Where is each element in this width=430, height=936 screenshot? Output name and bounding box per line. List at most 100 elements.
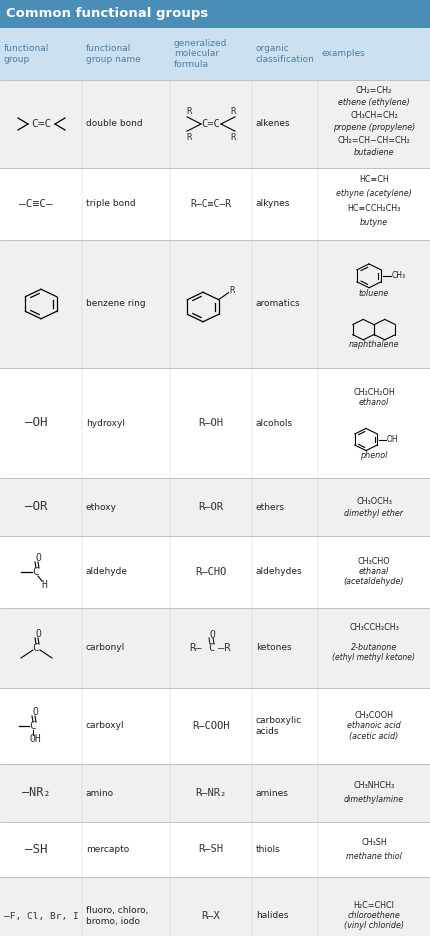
- Text: CH₃: CH₃: [392, 271, 406, 281]
- Bar: [0, 822, 430, 877]
- Text: toluene: toluene: [359, 289, 389, 299]
- Bar: [0, 0, 430, 28]
- Bar: [0, 368, 430, 478]
- Text: OH: OH: [387, 435, 399, 444]
- Text: CH₂=CH₂: CH₂=CH₂: [356, 85, 392, 95]
- Bar: [0, 80, 430, 168]
- Text: carbonyl: carbonyl: [86, 644, 125, 652]
- Text: CH₃CHO: CH₃CHO: [358, 558, 390, 566]
- Text: ethene (ethylene): ethene (ethylene): [338, 98, 410, 107]
- Text: C: C: [30, 721, 37, 731]
- Text: fluoro, chloro,
bromo, iodo: fluoro, chloro, bromo, iodo: [86, 906, 148, 926]
- Text: CH₃NHCH₃: CH₃NHCH₃: [353, 782, 395, 791]
- Text: benzene ring: benzene ring: [86, 300, 146, 309]
- Text: CH₃COOH: CH₃COOH: [354, 711, 393, 721]
- Text: R—SH: R—SH: [199, 844, 224, 855]
- Text: R—COOH: R—COOH: [192, 721, 230, 731]
- Text: CH₃OCH₃: CH₃OCH₃: [356, 496, 392, 505]
- Text: ethoxy: ethoxy: [86, 503, 117, 511]
- Text: R: R: [231, 133, 236, 141]
- Bar: [0, 240, 430, 368]
- Text: H: H: [41, 580, 47, 590]
- Bar: [0, 764, 430, 822]
- Text: CH₂=CH−CH=CH₂: CH₂=CH−CH=CH₂: [338, 136, 410, 145]
- Bar: [0, 608, 430, 688]
- Text: ethers: ethers: [256, 503, 285, 511]
- Text: HC≡CCH₂CH₃: HC≡CCH₂CH₃: [347, 204, 401, 212]
- Text: ketones: ketones: [256, 644, 292, 652]
- Text: functional
group name: functional group name: [86, 44, 141, 64]
- Text: mercapto: mercapto: [86, 845, 129, 854]
- Text: O: O: [32, 707, 38, 717]
- Bar: [0, 478, 430, 536]
- Text: ethanal: ethanal: [359, 567, 389, 577]
- Text: amino: amino: [86, 788, 114, 797]
- Text: dimethylamine: dimethylamine: [344, 796, 404, 805]
- Text: CH₃CH=CH₂: CH₃CH=CH₂: [350, 110, 398, 120]
- Text: CH₃CCH₂CH₃: CH₃CCH₂CH₃: [349, 623, 399, 633]
- Bar: [0, 688, 430, 764]
- Text: R: R: [231, 107, 236, 115]
- Text: alcohols: alcohols: [256, 418, 293, 428]
- Text: examples: examples: [322, 50, 366, 58]
- Text: ethanol: ethanol: [359, 398, 389, 407]
- Text: ethyne (acetylene): ethyne (acetylene): [336, 189, 412, 198]
- Text: C=C: C=C: [31, 119, 51, 129]
- Text: propene (propylene): propene (propylene): [333, 124, 415, 132]
- Text: —R: —R: [218, 643, 230, 653]
- Text: R—CHO: R—CHO: [195, 567, 227, 577]
- Text: (vinyl chloride): (vinyl chloride): [344, 922, 404, 930]
- Text: H₂C=CHCl: H₂C=CHCl: [353, 901, 394, 911]
- Text: R: R: [186, 107, 191, 115]
- Text: —NR₂: —NR₂: [22, 786, 50, 799]
- Text: carboxylic
acids: carboxylic acids: [256, 716, 302, 736]
- Text: —F, Cl, Br, I: —F, Cl, Br, I: [3, 912, 78, 920]
- Text: R—: R—: [189, 643, 202, 653]
- Text: butyne: butyne: [360, 218, 388, 227]
- Text: aromatics: aromatics: [256, 300, 301, 309]
- Text: —C≡C—: —C≡C—: [19, 199, 53, 209]
- Text: R—OR: R—OR: [199, 502, 224, 512]
- Text: O: O: [35, 629, 41, 639]
- Bar: [0, 877, 430, 936]
- Text: double bond: double bond: [86, 120, 143, 128]
- Bar: [0, 536, 430, 608]
- Text: C=C: C=C: [202, 119, 220, 129]
- Text: OH: OH: [29, 734, 41, 744]
- Text: C: C: [33, 643, 40, 653]
- Text: R—C≡C—R: R—C≡C—R: [190, 199, 232, 209]
- Text: amines: amines: [256, 788, 289, 797]
- Text: butadiene: butadiene: [354, 149, 394, 157]
- Bar: [0, 28, 430, 80]
- Text: C: C: [33, 567, 40, 577]
- Text: —SH: —SH: [25, 843, 47, 856]
- Text: chloroethene: chloroethene: [347, 912, 400, 920]
- Text: R: R: [186, 133, 191, 141]
- Text: O: O: [35, 553, 41, 563]
- Text: 2-butanone: 2-butanone: [351, 644, 397, 652]
- Text: aldehyde: aldehyde: [86, 567, 128, 577]
- Text: CH₂CH₂OH: CH₂CH₂OH: [353, 388, 395, 397]
- Text: (acetaldehyde): (acetaldehyde): [344, 578, 404, 587]
- Text: (acetic acid): (acetic acid): [349, 732, 399, 740]
- Text: R: R: [229, 286, 234, 295]
- Text: aldehydes: aldehydes: [256, 567, 303, 577]
- Text: alkynes: alkynes: [256, 199, 290, 209]
- Text: hydroxyl: hydroxyl: [86, 418, 125, 428]
- Text: —OH: —OH: [25, 417, 47, 430]
- Text: dimethyl ether: dimethyl ether: [344, 508, 403, 518]
- Text: carboxyl: carboxyl: [86, 722, 125, 730]
- Text: C: C: [208, 643, 214, 653]
- Text: thiols: thiols: [256, 845, 281, 854]
- Text: functional
group: functional group: [4, 44, 49, 64]
- Text: naphthalene: naphthalene: [349, 341, 399, 349]
- Text: HC≡CH: HC≡CH: [359, 175, 389, 184]
- Text: R—NR₂: R—NR₂: [195, 788, 227, 798]
- Text: R—OH: R—OH: [199, 418, 224, 428]
- Text: ethanoic acid: ethanoic acid: [347, 722, 401, 730]
- Bar: [0, 168, 430, 240]
- Text: O: O: [209, 630, 215, 640]
- Text: alkenes: alkenes: [256, 120, 291, 128]
- Text: phenol: phenol: [360, 451, 388, 461]
- Text: (ethyl methyl ketone): (ethyl methyl ketone): [332, 653, 415, 663]
